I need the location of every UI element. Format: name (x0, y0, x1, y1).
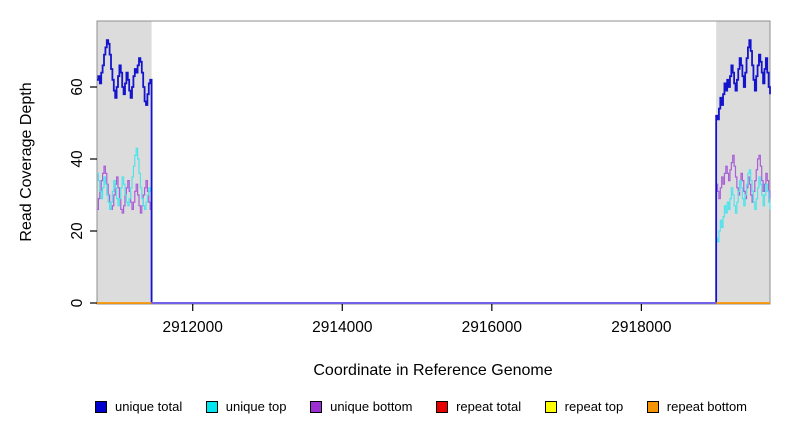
legend-label: unique top (225, 399, 287, 414)
repeat-bottom-swatch-icon (646, 401, 659, 413)
legend-label: repeat top (564, 399, 624, 414)
plot-box (96, 20, 771, 305)
series-line-unique-bottom (97, 154, 771, 304)
x-tick-label: 2914000 (312, 319, 373, 336)
unique-bottom-swatch-icon (310, 401, 323, 413)
shaded-regions (97, 21, 770, 304)
y-tick-label: 40 (69, 150, 86, 168)
repeat-total-swatch-icon (436, 401, 449, 413)
legend-label: unique total (115, 399, 183, 414)
plot-canvas: 2912000 2914000 2916000 2918000 0 20 40 60 (69, 20, 771, 336)
y-tick-label: 20 (69, 222, 86, 240)
series-line-unique-top (97, 147, 771, 304)
legend-label: unique bottom (330, 399, 413, 414)
legend-item-unique-total: unique total (95, 399, 182, 415)
y-tick-label: 0 (69, 298, 86, 307)
legend-item-unique-bottom: unique bottom (310, 399, 413, 415)
data-series (97, 39, 771, 304)
legend-label: repeat bottom (666, 399, 747, 414)
unique-total-swatch-icon (95, 401, 107, 413)
x-tick-label: 2918000 (611, 319, 672, 336)
series-line-unique-total (97, 39, 771, 304)
y-axis-title: Read Coverage Depth (18, 82, 35, 242)
axes: 2912000 2914000 2916000 2918000 0 20 40 60 (69, 78, 672, 336)
repeat-top-swatch-icon (544, 401, 557, 413)
x-tick-label: 2912000 (163, 319, 224, 336)
legend-item-unique-top: unique top (205, 399, 287, 415)
x-axis-title: Coordinate in Reference Genome (313, 362, 553, 379)
legend-item-repeat-total: repeat total (436, 399, 521, 415)
legend: unique total unique top unique bottom re… (95, 399, 747, 415)
y-tick-label: 60 (69, 78, 86, 96)
plot-box-border (96, 20, 771, 305)
shaded-region-0 (97, 21, 152, 304)
legend-label: repeat total (456, 399, 522, 414)
legend-item-repeat-bottom: repeat bottom (646, 399, 747, 415)
legend-item-repeat-top: repeat top (544, 399, 624, 415)
unique-top-swatch-icon (205, 401, 218, 413)
x-tick-label: 2916000 (462, 319, 523, 336)
